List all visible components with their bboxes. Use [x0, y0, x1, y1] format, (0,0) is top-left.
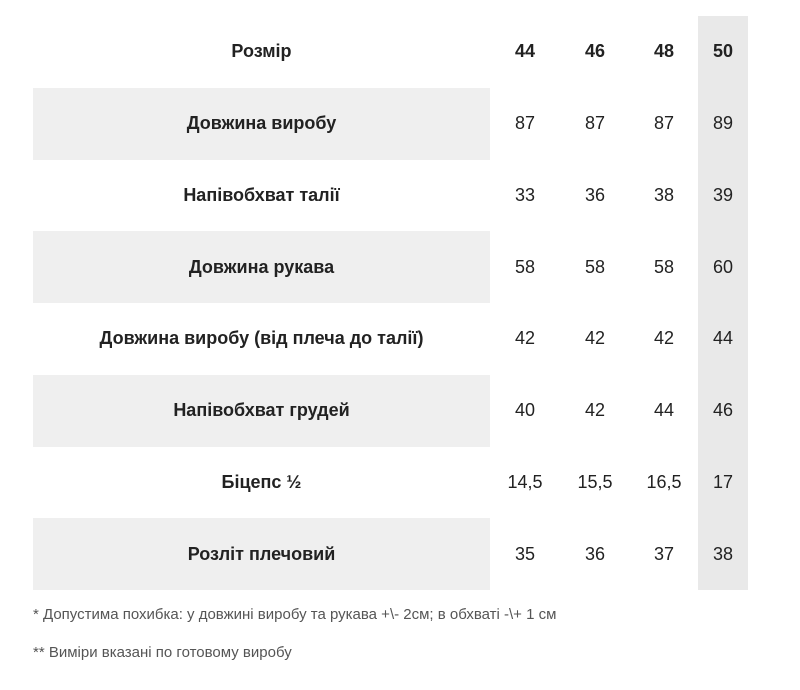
- row-band: [33, 87, 490, 160]
- row-label: Довжина рукава: [188, 256, 335, 277]
- value-cell: 42: [584, 400, 606, 421]
- value-cell: 35: [514, 543, 536, 564]
- value-cell: 15,5: [577, 471, 613, 492]
- row-band: [33, 231, 490, 303]
- row-band: [33, 518, 490, 590]
- value-cell: 44: [712, 328, 734, 349]
- footnote: * Допустима похибка: у довжині виробу та…: [33, 606, 557, 623]
- value-cell: 42: [514, 328, 536, 349]
- value-cell: 89: [712, 113, 734, 134]
- value-cell: 16,5: [646, 471, 682, 492]
- value-cell: 60: [712, 256, 734, 277]
- row-label: Напівобхват талії: [183, 184, 340, 205]
- row-label: Довжина виробу (від плеча до талії): [99, 328, 424, 349]
- header-cell: Розмір: [231, 41, 292, 62]
- value-cell: 46: [712, 400, 734, 421]
- value-cell: 87: [653, 113, 675, 134]
- value-cell: 38: [653, 184, 675, 205]
- row-band: [33, 374, 490, 447]
- row-label: Розліт плечовий: [187, 543, 336, 564]
- header-cell: 44: [514, 41, 536, 62]
- highlight-column: [698, 16, 748, 590]
- value-cell: 42: [653, 328, 675, 349]
- header-cell: 48: [653, 41, 675, 62]
- row-label: Довжина виробу: [186, 113, 337, 134]
- value-cell: 17: [712, 471, 734, 492]
- value-cell: 87: [584, 113, 606, 134]
- value-cell: 39: [712, 184, 734, 205]
- value-cell: 44: [653, 400, 675, 421]
- value-cell: 58: [584, 256, 606, 277]
- value-cell: 37: [653, 543, 675, 564]
- value-cell: 36: [584, 543, 606, 564]
- value-cell: 40: [514, 400, 536, 421]
- value-cell: 58: [653, 256, 675, 277]
- header-cell: 46: [584, 41, 606, 62]
- footnote: ** Виміри вказані по готовому виробу: [33, 644, 292, 661]
- value-cell: 87: [514, 113, 536, 134]
- value-cell: 58: [514, 256, 536, 277]
- value-cell: 42: [584, 328, 606, 349]
- value-cell: 33: [514, 184, 536, 205]
- value-cell: 36: [584, 184, 606, 205]
- value-cell: 14,5: [507, 471, 543, 492]
- row-label: Біцепс ½: [221, 471, 302, 492]
- value-cell: 38: [712, 543, 734, 564]
- header-cell: 50: [712, 41, 734, 62]
- row-label: Напівобхват грудей: [173, 400, 350, 421]
